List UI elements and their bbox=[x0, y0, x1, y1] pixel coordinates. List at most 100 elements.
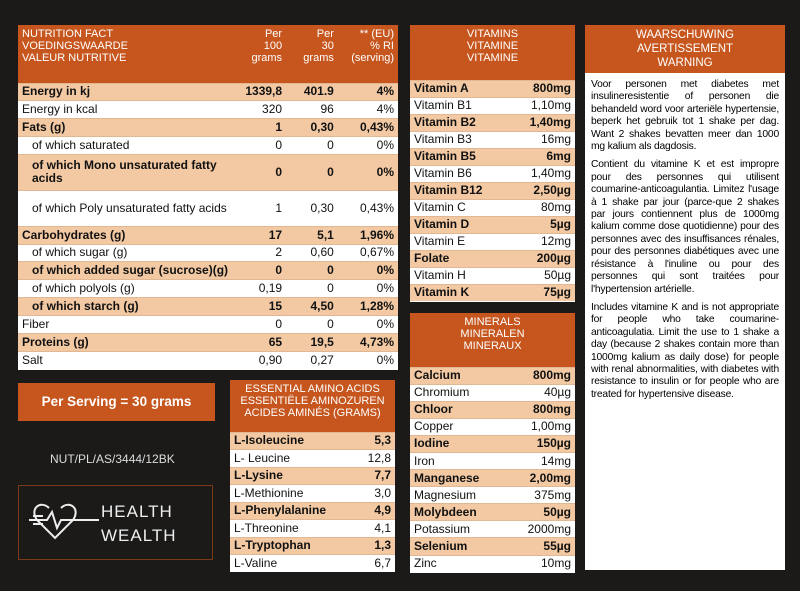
table-row: of which added sugar (sucrose)(g) 0 0 0% bbox=[18, 261, 398, 280]
label-cell: Vitamin K bbox=[410, 283, 511, 301]
table-row: Molybdeen 50µg bbox=[410, 503, 575, 521]
table-row: Vitamin B2 1,40mg bbox=[410, 113, 575, 131]
value-cell: 40µg bbox=[507, 383, 575, 402]
table-row: Iron 14mg bbox=[410, 451, 575, 470]
header-line: grams bbox=[303, 52, 334, 64]
header-line: VITAMINE bbox=[466, 40, 519, 52]
label-cell: Energy in kcal bbox=[18, 100, 235, 119]
warning-header: WAARSCHUWING AVERTISSEMENT WARNING bbox=[585, 25, 785, 73]
table-row: of which polyols (g) 0,19 0 0% bbox=[18, 279, 398, 298]
serving-box: Per Serving = 30 grams bbox=[18, 383, 215, 421]
value-cell: 0% bbox=[337, 261, 398, 280]
value-cell: 1 bbox=[234, 118, 287, 137]
label-cell: of which saturated bbox=[18, 136, 235, 155]
label-cell: Zinc bbox=[410, 554, 508, 573]
value-cell: 0 bbox=[234, 315, 287, 334]
value-cell: 375mg bbox=[507, 486, 575, 504]
header-line: Per bbox=[316, 28, 334, 40]
header-cell: Per 100 grams bbox=[234, 25, 287, 83]
value-cell: 1,96% bbox=[337, 225, 398, 245]
value-cell: 65 bbox=[234, 333, 287, 352]
header-line: ESSENTIAL AMINO ACIDS bbox=[245, 383, 380, 395]
table-row: Energy in kcal 320 96 4% bbox=[18, 100, 398, 119]
value-cell: 50µg bbox=[510, 266, 575, 284]
table-row: Copper 1,00mg bbox=[410, 417, 575, 436]
table-row: Fats (g) 1 0,30 0,43% bbox=[18, 118, 398, 137]
value-cell: 401.9 bbox=[286, 82, 338, 101]
table-row: Carbohydrates (g) 17 5,1 1,96% bbox=[18, 225, 398, 245]
amino-table: ESSENTIAL AMINO ACIDS ESSENTIËLE AMINOZUR… bbox=[230, 380, 395, 572]
table-row: of which Mono unsaturated fatty acids 0 0 0… bbox=[18, 154, 398, 191]
header-row: MINERALS MINERALEN MINERAUX bbox=[410, 313, 575, 367]
header-line: WARNING bbox=[657, 57, 713, 69]
value-cell: 0% bbox=[337, 279, 398, 298]
table-row: of which saturated 0 0 0% bbox=[18, 136, 398, 155]
table-row: Vitamin C 80mg bbox=[410, 198, 575, 216]
label-cell: Manganese bbox=[410, 469, 508, 487]
table-row: L-Phenylalanine 4,9 bbox=[230, 501, 395, 520]
table-row: L-Valine 6,7 bbox=[230, 554, 395, 572]
table-row: L-Methionine 3,0 bbox=[230, 484, 395, 502]
value-cell: 0 bbox=[286, 261, 338, 280]
value-cell: 800mg bbox=[507, 366, 575, 385]
value-cell: 0% bbox=[337, 136, 398, 155]
label-cell: Vitamin E bbox=[410, 232, 511, 250]
logo-bottom: WEALTH bbox=[101, 526, 177, 545]
label-cell: L-Methionine bbox=[230, 484, 356, 502]
value-cell: 0,43% bbox=[337, 189, 398, 227]
table-row: Vitamin B6 1,40mg bbox=[410, 164, 575, 182]
value-cell: 0 bbox=[286, 154, 338, 191]
header-row: VITAMINS VITAMINE VITAMINE bbox=[410, 25, 575, 80]
header-cell: ESSENTIAL AMINO ACIDS ESSENTIËLE AMINOZUR… bbox=[230, 380, 395, 432]
label-cell: Vitamin A bbox=[410, 79, 511, 97]
warning-paragraph: Voor personen met diabetes met insuliner… bbox=[591, 79, 779, 153]
value-cell: 1,3 bbox=[355, 536, 395, 555]
value-cell: 2,50µg bbox=[510, 181, 575, 199]
value-cell: 800mg bbox=[510, 79, 575, 97]
table-row: of which Poly unsaturated fatty acids 1 0,… bbox=[18, 189, 398, 227]
product-code: NUT/PL/AS/3444/12BK bbox=[50, 452, 175, 466]
value-cell: 6,7 bbox=[355, 554, 395, 572]
header-line: VITAMINS bbox=[466, 28, 519, 40]
table-row: L-Lysine 7,7 bbox=[230, 466, 395, 485]
header-line: ** (EU) bbox=[359, 28, 394, 40]
header-cell: VITAMINS VITAMINE VITAMINE bbox=[410, 25, 575, 80]
label-cell: L- Leucine bbox=[230, 449, 356, 467]
table-row: Chloor 800mg bbox=[410, 400, 575, 419]
label-cell: of which added sugar (sucrose)(g) bbox=[18, 261, 235, 280]
value-cell: 4,9 bbox=[355, 501, 395, 520]
value-cell: 4,73% bbox=[337, 333, 398, 352]
table-row: Potassium 2000mg bbox=[410, 520, 575, 538]
label-cell: Chloor bbox=[410, 400, 508, 419]
table-row: Iodine 150µg bbox=[410, 434, 575, 453]
value-cell: 800mg bbox=[507, 400, 575, 419]
table-row: Vitamin B1 1,10mg bbox=[410, 96, 575, 114]
value-cell: 75µg bbox=[510, 283, 575, 301]
value-cell: 0 bbox=[234, 154, 287, 191]
value-cell: 10mg bbox=[507, 554, 575, 573]
minerals-table: MINERALS MINERALEN MINERAUX Calcium 800mg Chr… bbox=[410, 313, 575, 573]
label-cell: Folate bbox=[410, 249, 511, 267]
header-cell: MINERALS MINERALEN MINERAUX bbox=[410, 313, 575, 367]
value-cell: 1,40mg bbox=[510, 164, 575, 182]
header-line: grams bbox=[251, 52, 283, 64]
value-cell: 15 bbox=[234, 297, 287, 316]
value-cell: 17 bbox=[234, 225, 287, 245]
table-row: Magnesium 375mg bbox=[410, 486, 575, 504]
header-line: % RI bbox=[370, 40, 394, 52]
label-cell: L-Tryptophan bbox=[230, 536, 356, 555]
label-cell: of which Mono unsaturated fatty acids bbox=[18, 154, 235, 191]
value-cell: 4,1 bbox=[355, 519, 395, 537]
warning-body: Voor personen met diabetes met insuliner… bbox=[585, 73, 785, 401]
header-row: NUTRITION FACT VOEDINGSWAARDE VALEUR NUTRI… bbox=[18, 25, 398, 83]
nutrition-table: NUTRITION FACT VOEDINGSWAARDE VALEUR NUTRI… bbox=[18, 25, 398, 370]
table-row: L- Leucine 12,8 bbox=[230, 449, 395, 467]
table-row: Energy in kj 1339,8 401.9 4% bbox=[18, 82, 398, 101]
label-cell: Carbohydrates (g) bbox=[18, 225, 235, 245]
label-cell: Chromium bbox=[410, 383, 508, 402]
table-row: L-Tryptophan 1,3 bbox=[230, 536, 395, 555]
value-cell: 0 bbox=[286, 279, 338, 298]
header-line: NUTRITION FACT bbox=[22, 28, 114, 40]
value-cell: 1,00mg bbox=[507, 417, 575, 436]
value-cell: 0,19 bbox=[234, 279, 287, 298]
